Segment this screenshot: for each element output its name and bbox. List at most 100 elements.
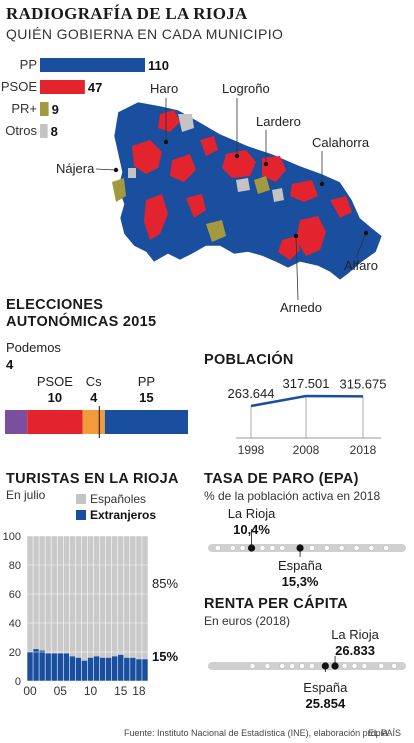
elecciones-chart: Podemos4PSOE10Cs4PP15Mayoría absoluta: 1… — [5, 340, 188, 438]
tur-bar-espanoles — [124, 536, 130, 658]
dot-region — [368, 545, 375, 551]
muni-bar — [40, 124, 48, 138]
dot-highlight-rioja — [331, 662, 339, 670]
city-dot — [293, 233, 299, 239]
city-dot — [163, 139, 169, 145]
tur-x-tick: 00 — [23, 684, 37, 698]
muni-cat-label: PSOE — [1, 79, 37, 94]
pob-year-label: 2008 — [293, 443, 320, 457]
tur-bar-espanoles — [81, 536, 88, 661]
tur-bar-espanoles — [33, 536, 39, 650]
map-region-psoe-9 — [290, 180, 318, 202]
city-label: Lardero — [256, 114, 301, 129]
city-dot — [113, 167, 119, 173]
elec-seat-label: 4 — [6, 357, 14, 372]
map-region-pp — [113, 101, 383, 281]
muni-cat-label: PP — [20, 57, 37, 72]
dot-region — [341, 663, 348, 669]
map-region-pr-1 — [112, 178, 126, 202]
map-region-psoe-1 — [132, 140, 162, 174]
tur-x-tick: 10 — [84, 684, 98, 698]
turistas-title: TURISTAS EN LA RIOJA — [6, 471, 179, 487]
tur-bar-espanoles — [39, 536, 45, 651]
city-dot — [363, 230, 369, 236]
turistas-subtitle: En julio — [6, 488, 46, 502]
tur-bar-extranjeros — [142, 659, 148, 681]
city-label: Haro — [150, 81, 178, 96]
elec-seat-label: 4 — [90, 390, 98, 405]
tur-bar-extranjeros — [57, 653, 63, 681]
tur-bar-espanoles — [87, 536, 94, 658]
footer-brand: EL PAÍS — [368, 728, 402, 738]
map-region-psoe-12 — [330, 196, 352, 218]
tur-bar-espanoles — [63, 536, 70, 654]
map-region-pr-2 — [206, 220, 226, 242]
rioja-map — [112, 101, 383, 281]
dot-track — [208, 662, 406, 670]
muni-bar — [40, 80, 85, 94]
map-region-psoe-11 — [278, 236, 300, 260]
page-title: RADIOGRAFÍA DE LA RIOJA — [6, 4, 248, 23]
map-region-otros-1 — [178, 114, 194, 132]
map-region-otros-2 — [236, 178, 250, 192]
map-region-psoe-10 — [296, 216, 326, 256]
tur-y-tick: 40 — [9, 618, 21, 630]
dot-region — [264, 663, 271, 669]
tur-x-tick: 05 — [54, 684, 68, 698]
turistas-bars: Españoles Extranjeros 0 20 40 60 80 100 00 05 10 15… — [3, 492, 179, 698]
map-region-otros-4 — [128, 168, 136, 178]
pob-year-label: 2018 — [350, 443, 377, 457]
muni-cat-label: Otros — [5, 123, 37, 138]
elec-seat-label: 10 — [48, 390, 62, 405]
legend-swatch-extranjeros — [76, 510, 86, 520]
paro-rioja-value: 10,4% — [233, 522, 270, 537]
tur-bar-extranjeros — [93, 656, 100, 681]
dot-region — [214, 545, 221, 551]
dot-region — [279, 545, 286, 551]
map-leader-line — [295, 235, 299, 301]
tur-bar-espanoles — [69, 536, 76, 657]
tur-x-tick: 15 — [114, 684, 128, 698]
paro-rioja-name: La Rioja — [228, 506, 276, 521]
dot-region — [383, 545, 390, 551]
elecciones-title-text: ELECCIONES AUTONÓMICAS 2015 — [6, 297, 157, 330]
tur-y-tick: 0 — [15, 676, 21, 688]
city-dot — [319, 181, 325, 187]
dot-region — [269, 545, 276, 551]
dot-track — [208, 544, 406, 552]
tur-bar-extranjeros — [130, 657, 136, 681]
tur-bar-extranjeros — [87, 657, 94, 681]
tur-bar-extranjeros — [124, 657, 130, 681]
map-region-psoe-5 — [222, 150, 256, 178]
tur-bar-espanoles — [130, 536, 136, 658]
tur-bar-extranjeros — [45, 653, 51, 681]
dot-region — [289, 663, 296, 669]
map-labels: Haro Logroño Lardero Calahorra Nájera Alfaro A… — [56, 81, 378, 315]
dot-highlight-espana — [321, 662, 329, 670]
tur-bar-espanoles — [99, 536, 106, 658]
paro-espana-name: España — [278, 558, 323, 573]
tur-y-tick: 20 — [9, 647, 21, 659]
tur-bar-extranjeros — [105, 657, 112, 681]
tur-bar-espanoles — [112, 536, 118, 657]
tur-y-tick: 80 — [9, 560, 21, 572]
paro-espana-value: 15,3% — [282, 574, 319, 589]
municipios-bars: PP 110 PSOE 47 PR+ 9 Otros 8 — [1, 57, 169, 139]
renta-title: RENTA PER CÁPITA — [204, 596, 348, 612]
tur-bar-espanoles — [93, 536, 100, 657]
dot-region — [309, 545, 315, 551]
map-region-psoe-2 — [158, 110, 180, 132]
dot-region — [378, 663, 385, 669]
tur-bar-extranjeros — [69, 656, 76, 681]
map-region-psoe-6 — [262, 156, 286, 182]
tur-bar-espanoles — [105, 536, 112, 658]
city-dot — [234, 153, 240, 159]
city-label: Calahorra — [312, 135, 370, 150]
map-region-pr-3 — [254, 176, 270, 194]
tur-bar-extranjeros — [27, 652, 33, 681]
tur-bar-espanoles — [51, 536, 57, 654]
elec-bar-segment — [27, 410, 83, 434]
